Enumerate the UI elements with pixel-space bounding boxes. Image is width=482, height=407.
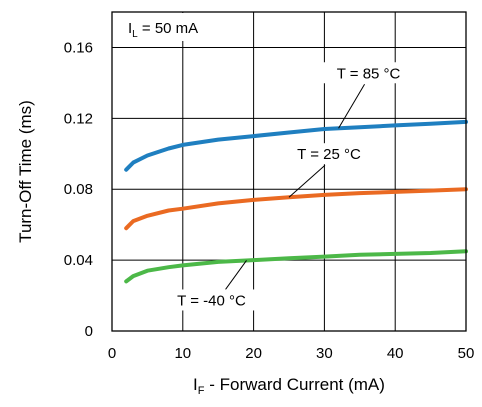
annotation-label: T = 85 °C — [337, 65, 401, 82]
condition-main: I — [128, 20, 132, 37]
condition-box — [113, 13, 225, 41]
y-tick-label: 0.08 — [64, 181, 93, 198]
x-tick-label: 10 — [174, 345, 191, 362]
x-axis-title: IF - Forward Current (mA) — [193, 375, 385, 397]
y-tick-label: 0 — [85, 323, 93, 340]
annotation-label: T = 25 °C — [297, 146, 361, 163]
condition-rest: = 50 mA — [138, 20, 198, 37]
tick-layer: 0 10 20 30 40 50 0 0.04 0.08 0.12 0.16 — [64, 39, 475, 362]
plot-frame — [111, 11, 467, 332]
condition-sub: L — [132, 29, 138, 40]
y-tick-label: 0.16 — [64, 39, 93, 56]
x-tick-label: 0 — [108, 345, 116, 362]
annotation-bg — [165, 289, 258, 311]
x-tick-label: 50 — [458, 345, 475, 362]
y-tick-label: 0.04 — [64, 252, 93, 269]
annotation-layer: T = 85 °C T = 25 °C T = -40 °C — [165, 62, 415, 311]
annotation-leader — [288, 164, 326, 198]
annotation-bg — [322, 62, 415, 84]
condition-label: IL = 50 mA — [128, 20, 198, 40]
annotation-label: T = -40 °C — [177, 292, 246, 309]
y-tick-label: 0.12 — [64, 110, 93, 127]
x-axis-title-sub: F — [198, 385, 205, 397]
series-line-1 — [124, 187, 468, 231]
x-tick-label: 20 — [245, 345, 262, 362]
annotation-bg — [283, 143, 375, 165]
annotation-leader — [338, 84, 365, 129]
y-axis-title: Turn-Off Time (ms) — [16, 100, 35, 243]
series-line-0 — [124, 119, 468, 172]
series-line-2 — [124, 249, 468, 284]
x-tick-label: 40 — [387, 345, 404, 362]
series-layer — [124, 119, 468, 284]
annotation-leader — [225, 260, 247, 290]
grid-layer — [112, 12, 466, 331]
x-tick-label: 30 — [316, 345, 333, 362]
x-axis-title-main: I — [193, 375, 198, 394]
x-axis-title-rest: - Forward Current (mA) — [205, 375, 385, 394]
